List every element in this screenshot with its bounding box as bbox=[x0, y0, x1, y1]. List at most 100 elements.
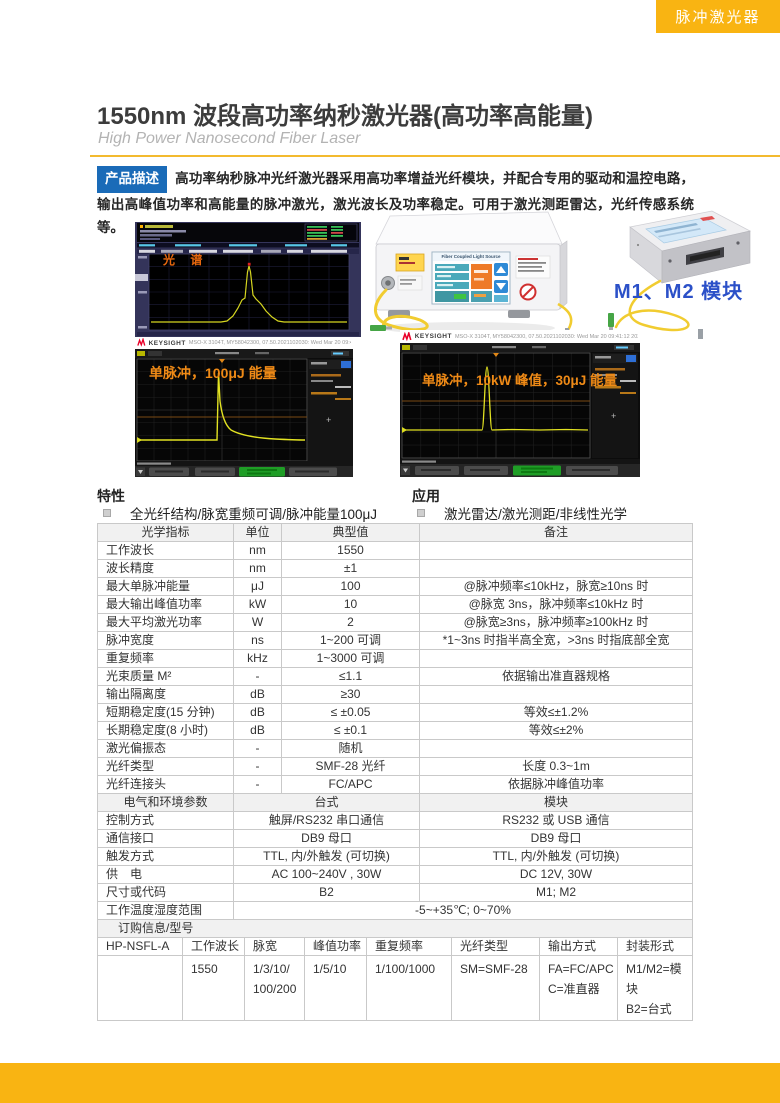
electrical-row: 供 电 AC 100~240V , 30W DC 12V, 30W bbox=[97, 865, 693, 884]
electrical-row: 尺寸或代码 B2 M1; M2 bbox=[97, 883, 693, 902]
description-text: 高功率纳秒脉冲光纤激光器采用高功率增益光纤模块，并配合专用的驱动和温控电路，输出… bbox=[97, 171, 694, 235]
temperature-row: 工作温度湿度范围 -5~+35℃; 0~70% bbox=[97, 901, 693, 920]
spec-typical: FC/APC bbox=[281, 775, 420, 794]
ordering-value bbox=[97, 955, 183, 1021]
spec-unit: - bbox=[233, 757, 282, 776]
spec-name: 光纤连接头 bbox=[97, 775, 234, 794]
benchtop-laser-image: Fiber Coupled Light Source bbox=[362, 208, 577, 340]
module-graphic bbox=[608, 210, 752, 339]
ordering-header-row: HP-NSFL-A 工作波长 脉宽 峰值功率 重复频率 光纤类型 输出方式 封装形式 bbox=[97, 937, 694, 956]
benchtop-laser-graphic bbox=[370, 211, 573, 337]
optical-row: 工作波长 nm 1550 bbox=[97, 541, 693, 560]
spec-benchtop: 触屏/RS232 串口通信 bbox=[233, 811, 420, 830]
spec-typical: SMF-28 光纤 bbox=[281, 757, 420, 776]
spec-note: @脉宽 3ns，脉冲频率≤10kHz 时 bbox=[419, 595, 693, 614]
spec-note: *1~3ns 时指半高全宽，>3ns 时指底部全宽 bbox=[419, 631, 693, 650]
spec-unit: dB bbox=[233, 685, 282, 704]
spectrum-analyzer-graphic bbox=[135, 222, 361, 337]
keysight-brand: KEYSIGHT bbox=[148, 339, 186, 347]
spec-benchtop: AC 100~240V , 30W bbox=[233, 865, 420, 884]
oscilloscope-right-graphic: + bbox=[400, 343, 640, 477]
ordering-title: 订购信息/型号 bbox=[96, 919, 694, 938]
ordering-value: 1/5/10 bbox=[304, 955, 367, 1021]
spec-unit: dB bbox=[233, 721, 282, 740]
spec-name: 脉冲宽度 bbox=[97, 631, 234, 650]
optical-row: 光纤类型 - SMF-28 光纤 长度 0.3~1m bbox=[97, 757, 693, 776]
column-header: 备注 bbox=[419, 523, 693, 542]
module-label: M1、M2 模块 bbox=[614, 281, 744, 303]
optical-row: 光纤连接头 - FC/APC 依据脉冲峰值功率 bbox=[97, 775, 693, 794]
electrical-header-row: 电气和环境参数 台式 模块 bbox=[97, 793, 693, 812]
ordering-header: 工作波长 bbox=[182, 937, 245, 956]
features-title: 特性 bbox=[97, 488, 125, 504]
spec-note: 长度 0.3~1m bbox=[419, 757, 693, 776]
spec-note bbox=[419, 559, 693, 578]
spec-typical: 2 bbox=[281, 613, 420, 632]
ordering-value: 1550 bbox=[182, 955, 245, 1021]
page-title: 1550nm 波段高功率纳秒激光器(高功率高能量) bbox=[97, 103, 594, 130]
optical-row: 重复频率 kHz 1~3000 可调 bbox=[97, 649, 693, 668]
spec-unit: W bbox=[233, 613, 282, 632]
scope-left-annotation: 单脉冲，100μJ 能量 bbox=[149, 365, 277, 381]
spec-note bbox=[419, 739, 693, 758]
spec-module: TTL, 内/外触发 (可切换) bbox=[419, 847, 693, 866]
optical-row: 短期稳定度(15 分钟) dB ≤ ±0.05 等效≤±1.2% bbox=[97, 703, 693, 722]
spec-benchtop: TTL, 内/外触发 (可切换) bbox=[233, 847, 420, 866]
spec-name: 光束质量 M² bbox=[97, 667, 234, 686]
ordering-header: 封装形式 bbox=[616, 937, 694, 956]
keysight-logo-icon bbox=[137, 338, 146, 347]
spec-name: 长期稳定度(8 小时) bbox=[97, 721, 234, 740]
spec-typical: ≥30 bbox=[281, 685, 420, 704]
spec-note bbox=[419, 649, 693, 668]
ordering-value: 1/100/1000 bbox=[366, 955, 452, 1021]
optical-row: 光束质量 M² - ≤1.1 依据输出准直器规格 bbox=[97, 667, 693, 686]
spec-typical: ≤ ±0.05 bbox=[281, 703, 420, 722]
application-item: 激光雷达/激光测距/非线性光学 bbox=[417, 503, 627, 523]
oscilloscope-right-image: KEYSIGHT MSO-X 3104T, MY58042300, 07.50.… bbox=[400, 330, 640, 477]
electrical-row: 控制方式 触屏/RS232 串口通信 RS232 或 USB 通信 bbox=[97, 811, 693, 830]
spec-unit: kW bbox=[233, 595, 282, 614]
device-screen-title: Fiber Coupled Light Source bbox=[441, 254, 501, 259]
spec-name: 通信接口 bbox=[97, 829, 234, 848]
application-item-label: 激光雷达/激光测距/非线性光学 bbox=[444, 507, 628, 522]
spec-typical: 100 bbox=[281, 577, 420, 596]
ordering-header: 脉宽 bbox=[244, 937, 305, 956]
bullet-square-icon bbox=[417, 509, 425, 517]
spec-unit: - bbox=[233, 775, 282, 794]
ordering-value-row: 1550 1/3/10/ 100/200 1/5/10 1/100/1000 SM=SM… bbox=[97, 955, 694, 1021]
column-header: 电气和环境参数 bbox=[97, 793, 234, 812]
spec-name: 短期稳定度(15 分钟) bbox=[97, 703, 234, 722]
spec-note: @脉冲频率≤10kHz，脉宽≥10ns 时 bbox=[419, 577, 693, 596]
spec-note: @脉宽≥3ns，脉冲频率≥100kHz 时 bbox=[419, 613, 693, 632]
keysight-logo-icon bbox=[402, 331, 412, 341]
optical-row: 最大输出峰值功率 kW 10 @脉宽 3ns，脉冲频率≤10kHz 时 bbox=[97, 595, 693, 614]
spec-typical: ±1 bbox=[281, 559, 420, 578]
product-description: 产品描述 高功率纳秒脉冲光纤激光器采用高功率增益光纤模块，并配合专用的驱动和温控电… bbox=[97, 166, 694, 240]
spec-typical: 1~3000 可调 bbox=[281, 649, 420, 668]
spec-name: 波长精度 bbox=[97, 559, 234, 578]
spec-unit: nm bbox=[233, 559, 282, 578]
spec-benchtop: DB9 母口 bbox=[233, 829, 420, 848]
optical-header-row: 光学指标 单位 典型值 备注 bbox=[97, 523, 693, 542]
ordering-value: FA=FC/APC C=准直器 bbox=[539, 955, 618, 1021]
electrical-row: 通信接口 DB9 母口 DB9 母口 bbox=[97, 829, 693, 848]
spec-unit: ns bbox=[233, 631, 282, 650]
ordering-value: SM=SMF-28 bbox=[451, 955, 540, 1021]
category-banner: 脉冲激光器 bbox=[656, 0, 780, 33]
feature-item: 全光纤结构/脉宽重频可调/脉冲能量100μJ bbox=[103, 503, 377, 523]
spec-typical: 10 bbox=[281, 595, 420, 614]
title-divider bbox=[90, 155, 780, 157]
spec-name: 光纤类型 bbox=[97, 757, 234, 776]
ordering-header: 光纤类型 bbox=[451, 937, 540, 956]
spec-name: 尺寸或代码 bbox=[97, 883, 234, 902]
oscilloscope-left-graphic: + bbox=[135, 349, 353, 477]
keysight-header-bar: KEYSIGHT MSO-X 3104T, MY58042300, 07.50.… bbox=[400, 330, 640, 343]
spec-name: 触发方式 bbox=[97, 847, 234, 866]
ordering-header: 峰值功率 bbox=[304, 937, 367, 956]
spectrum-analyzer-image: 光 谱 bbox=[135, 222, 361, 337]
scope-meta-text: MSO-X 3104T, MY58042300, 07.50.202110203… bbox=[188, 340, 351, 346]
ordering-value: 1/3/10/ 100/200 bbox=[244, 955, 305, 1021]
optical-row: 最大平均激光功率 W 2 @脉宽≥3ns，脉冲频率≥100kHz 时 bbox=[97, 613, 693, 632]
spec-tables: 光学指标 单位 典型值 备注 工作波长 nm 1550 波长精度 nm ±1 最大单脉冲能量 μJ 10… bbox=[96, 523, 694, 1021]
column-header: 模块 bbox=[419, 793, 693, 812]
